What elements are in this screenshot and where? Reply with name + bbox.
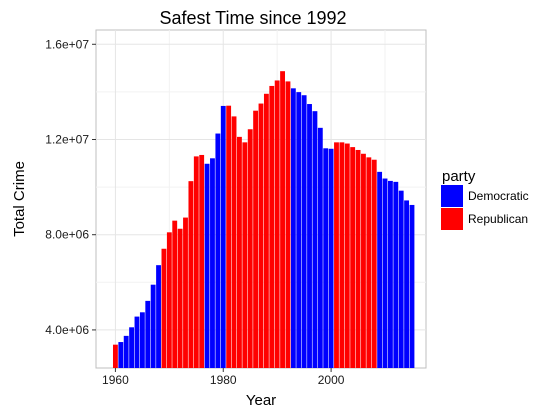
bar-1968 xyxy=(156,265,161,368)
bar-1980 xyxy=(220,105,226,369)
x-tick-label: 1960 xyxy=(102,373,129,387)
bar-1979 xyxy=(215,133,221,368)
bar-2012 xyxy=(393,181,399,368)
y-tick-label: 8.0e+06 xyxy=(45,228,89,242)
x-tick-label: 2000 xyxy=(318,373,345,387)
x-tick-label: 1980 xyxy=(210,373,237,387)
bar-1960 xyxy=(112,344,118,368)
bar-2003 xyxy=(344,143,350,368)
legend-title: party xyxy=(442,168,476,185)
x-axis-title: Year xyxy=(246,392,276,409)
bar-1978 xyxy=(210,158,215,368)
axes: 1960 1980 2000 4.0e+06 8.0e+06 1.2e+07 1.6e+07 xyxy=(45,37,344,387)
bar-2007 xyxy=(366,157,372,368)
bar-1989 xyxy=(269,85,275,368)
bar-1973 xyxy=(183,217,188,368)
bar-1962 xyxy=(123,335,129,368)
y-axis-title: Total Crime xyxy=(11,161,28,237)
bar-1964 xyxy=(134,316,140,368)
bar-2008 xyxy=(371,159,377,368)
bar-1961 xyxy=(118,342,124,368)
bar-2004 xyxy=(350,147,356,368)
bar-1970 xyxy=(166,232,172,368)
bar-2010 xyxy=(382,178,388,368)
bar-1981 xyxy=(226,105,232,368)
bar-1966 xyxy=(145,300,151,368)
bar-2001 xyxy=(334,142,339,368)
bar-1963 xyxy=(129,327,135,368)
legend-key-democratic xyxy=(441,185,463,207)
bars xyxy=(112,71,415,369)
bar-1976 xyxy=(199,154,205,368)
legend-key-republican xyxy=(441,208,463,230)
y-tick-label: 1.6e+07 xyxy=(45,37,89,51)
bar-1984 xyxy=(242,142,248,368)
bar-1965 xyxy=(139,312,145,368)
y-tick-label: 1.2e+07 xyxy=(45,132,89,146)
bar-1983 xyxy=(237,136,242,368)
bar-2000 xyxy=(328,148,334,368)
bar-1995 xyxy=(301,95,307,368)
bar-1971 xyxy=(172,220,178,368)
bar-1972 xyxy=(177,228,183,368)
legend: party Democratic Republican xyxy=(441,168,529,230)
bar-1990 xyxy=(274,80,280,369)
bar-1982 xyxy=(231,116,237,369)
bar-1996 xyxy=(307,104,312,368)
bar-1977 xyxy=(204,163,210,368)
bar-1991 xyxy=(280,71,285,369)
bar-1987 xyxy=(258,103,264,369)
bar-2014 xyxy=(404,200,410,368)
bar-1992 xyxy=(285,81,291,368)
bar-2005 xyxy=(355,149,361,368)
bar-2002 xyxy=(339,142,345,368)
bar-2015 xyxy=(409,204,415,368)
bar-1985 xyxy=(247,129,253,368)
bar-1993 xyxy=(290,88,296,368)
bar-1974 xyxy=(188,181,194,368)
bar-1998 xyxy=(317,127,323,368)
chart-title: Safest Time since 1992 xyxy=(159,8,346,28)
legend-label-republican: Republican xyxy=(468,212,528,226)
bar-1997 xyxy=(312,111,318,369)
bar-1988 xyxy=(263,93,269,368)
bar-2013 xyxy=(398,190,404,368)
legend-label-democratic: Democratic xyxy=(468,189,529,203)
bar-1969 xyxy=(161,248,167,368)
bar-2006 xyxy=(361,153,366,368)
bar-1999 xyxy=(323,148,329,368)
bar-1967 xyxy=(150,284,156,368)
bar-1986 xyxy=(253,110,259,368)
bar-2011 xyxy=(387,180,393,368)
bar-2009 xyxy=(377,171,383,368)
bar-1975 xyxy=(193,156,199,368)
y-tick-label: 4.0e+06 xyxy=(45,323,89,337)
bar-1994 xyxy=(296,92,302,368)
